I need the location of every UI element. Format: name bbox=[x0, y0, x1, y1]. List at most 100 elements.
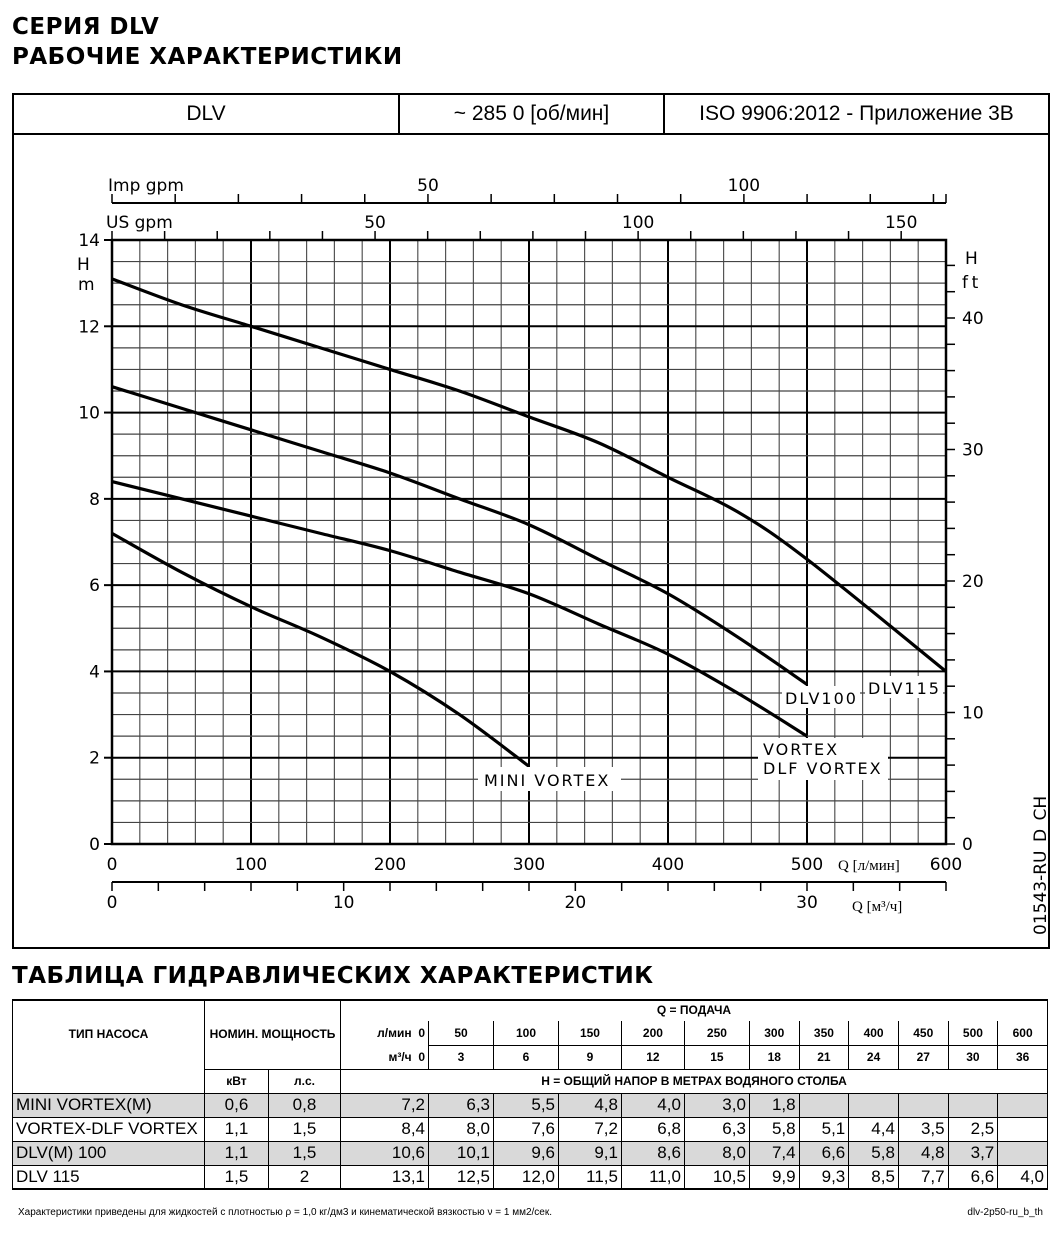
label-bg bbox=[782, 686, 860, 708]
x-tick-label: 500 bbox=[791, 855, 823, 875]
m3h-value: 18 bbox=[748, 1044, 800, 1069]
us-gpm-label: US gpm bbox=[106, 213, 173, 233]
x-tick-label: 600 bbox=[930, 855, 962, 875]
head-value bbox=[848, 1092, 899, 1118]
m3h-0: 0 bbox=[418, 1049, 425, 1064]
power-kw: 1,1 bbox=[204, 1140, 269, 1166]
y-tick-label: 4 bbox=[89, 662, 100, 682]
x2-tick-label: 30 bbox=[796, 893, 818, 913]
chart-frame bbox=[12, 133, 1050, 949]
head-value: 4,0 bbox=[620, 1092, 685, 1118]
head-value bbox=[897, 1092, 949, 1118]
imp-tick-label: 50 bbox=[417, 176, 439, 196]
hydraulic-table: ТИП НАСОСА НОМИН. МОЩНОСТЬ Q = ПОДАЧА л/мин… bbox=[12, 999, 1048, 1190]
m3h-value: 24 bbox=[848, 1044, 899, 1069]
grid bbox=[110, 238, 948, 846]
curve-mini-vortex bbox=[111, 531, 530, 768]
m3h-value: 30 bbox=[947, 1044, 998, 1069]
head-value: 4,8 bbox=[558, 1092, 622, 1118]
head-value bbox=[947, 1092, 999, 1118]
head-value bbox=[997, 1092, 1048, 1118]
x-tick-label: 400 bbox=[652, 855, 684, 875]
table-row: DLV(M) 100 1,1 1,5 10,6 10,1 9,6 9,1 8,6 8,0 7,4 6… bbox=[12, 1140, 1048, 1166]
head-value: 3,0 bbox=[683, 1092, 750, 1118]
pump-type: VORTEX-DLF VORTEX bbox=[12, 1116, 205, 1142]
section-title: РАБОЧИЕ ХАРАКТЕРИСТИКИ bbox=[12, 44, 403, 70]
head-value: 6,6 bbox=[947, 1164, 999, 1190]
head-value: 12,5 bbox=[428, 1164, 494, 1190]
table-row: кВт л.с. H = ОБЩИЙ НАПОР В МЕТРАХ ВОДЯНОГО… bbox=[12, 1068, 1048, 1093]
lmin-0: 0 bbox=[418, 1026, 425, 1040]
type-spacer bbox=[12, 1069, 205, 1093]
head-value: 9,3 bbox=[798, 1164, 850, 1190]
y2-label-h: H bbox=[965, 249, 978, 269]
drawing-code: 01543-RU_D_CH bbox=[1031, 796, 1051, 935]
table-row: л/мин 0 50 100 150 200 250 300 350 400 450 500 600 bbox=[13, 1021, 1048, 1045]
y-tick-label: 0 bbox=[89, 835, 100, 855]
y-tick-label: 10 bbox=[78, 404, 100, 424]
table-row: VORTEX-DLF VORTEX 1,1 1,5 8,4 8,0 7,6 7,2 6,8 6,… bbox=[12, 1116, 1048, 1142]
table-row: м³/ч 0 3 6 9 12 15 18 21 24 27 30 36 bbox=[13, 1044, 1048, 1069]
x-unit-label: Q [л/мин] bbox=[838, 858, 900, 874]
head-value: 5,8 bbox=[848, 1140, 899, 1166]
x-tick-label: 200 bbox=[374, 855, 406, 875]
power-hp: 1,5 bbox=[268, 1116, 341, 1142]
y2-tick-label: 0 bbox=[962, 835, 973, 855]
head-value: 3,7 bbox=[947, 1140, 999, 1166]
power-hp: 2 bbox=[268, 1164, 341, 1190]
col-power-header: НОМИН. МОЩНОСТЬ bbox=[204, 999, 341, 1069]
head-value: 8,4 bbox=[340, 1116, 429, 1142]
head-value: 5,5 bbox=[493, 1092, 559, 1118]
label-mini-vortex: MINI VORTEX bbox=[484, 771, 610, 790]
us-tick-label: 150 bbox=[885, 213, 917, 233]
head-value: 10,6 bbox=[340, 1140, 429, 1166]
imp-gpm-label: Imp gpm bbox=[108, 176, 184, 196]
lmin-value: 250 bbox=[683, 1021, 750, 1045]
head-value: 9,6 bbox=[493, 1140, 559, 1166]
x2-tick-label: 10 bbox=[333, 893, 355, 913]
head-value: 6,3 bbox=[428, 1092, 494, 1118]
y2-tick-label: 10 bbox=[962, 703, 984, 723]
power-kw: 1,5 bbox=[204, 1164, 269, 1190]
head-value: 9,1 bbox=[558, 1140, 622, 1166]
lmin-value: 350 bbox=[798, 1021, 849, 1045]
label-dlv100: DLV100 bbox=[785, 689, 858, 708]
m3h-label-cell: м³/ч 0 bbox=[341, 1045, 429, 1069]
m3h-value: 3 bbox=[428, 1044, 494, 1069]
power-hp: 0,8 bbox=[268, 1092, 341, 1118]
y-label-m: m bbox=[78, 275, 95, 295]
head-value: 1,8 bbox=[748, 1092, 800, 1118]
head-value: 10,5 bbox=[683, 1164, 750, 1190]
curves bbox=[111, 277, 948, 768]
x2-tick-label: 20 bbox=[565, 893, 587, 913]
q-header: Q = ПОДАЧА bbox=[340, 999, 1048, 1021]
curve-vortex-dlf-vortex bbox=[111, 480, 808, 738]
head-value: 7,6 bbox=[493, 1116, 559, 1142]
m3h-value: 21 bbox=[798, 1044, 849, 1069]
head-value bbox=[798, 1092, 850, 1118]
lmin-value: 150 bbox=[558, 1021, 622, 1045]
plot-border bbox=[110, 238, 948, 846]
label-bg bbox=[758, 738, 888, 780]
head-value: 6,8 bbox=[620, 1116, 685, 1142]
lmin-value: 500 bbox=[947, 1021, 998, 1045]
lmin-value: 300 bbox=[748, 1021, 800, 1045]
curve-dlv100 bbox=[111, 385, 808, 686]
power-kw: 0,6 bbox=[204, 1092, 269, 1118]
head-value: 8,6 bbox=[620, 1140, 685, 1166]
x-tick-label: 0 bbox=[107, 855, 118, 875]
head-value: 8,0 bbox=[428, 1116, 494, 1142]
head-value: 2,5 bbox=[947, 1116, 999, 1142]
head-value: 4,4 bbox=[848, 1116, 899, 1142]
head-value: 11,0 bbox=[620, 1164, 685, 1190]
power-kw: 1,1 bbox=[204, 1116, 269, 1142]
y-tick-label: 2 bbox=[89, 749, 100, 769]
lmin-value: 400 bbox=[848, 1021, 899, 1045]
us-tick-label: 50 bbox=[364, 213, 386, 233]
pump-type: MINI VORTEX(M) bbox=[12, 1092, 205, 1118]
y-tick-label: 8 bbox=[89, 490, 100, 510]
y2-tick-label: 20 bbox=[962, 572, 984, 592]
x-tick-label: 300 bbox=[513, 855, 545, 875]
